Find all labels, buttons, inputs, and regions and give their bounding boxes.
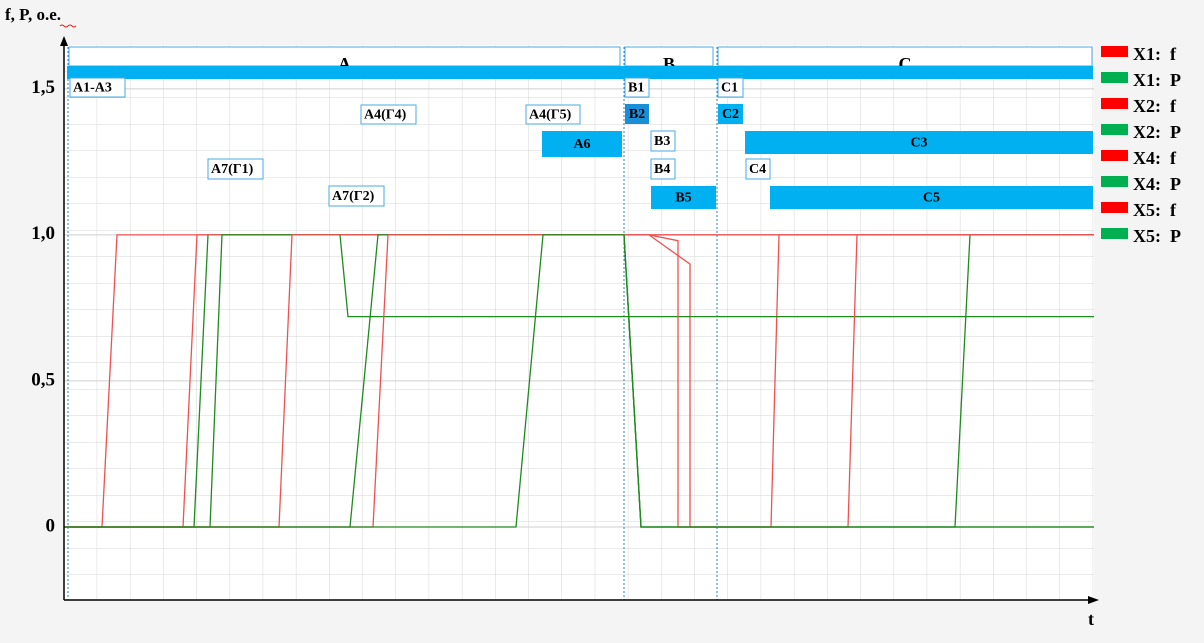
y-axis-label: f, P, o.e. (5, 5, 61, 24)
annotation-box (207, 158, 264, 180)
annotation-label: B1 (628, 81, 644, 96)
y-tick-label: 1,5 (31, 77, 55, 98)
legend-swatch (1101, 124, 1128, 135)
legend-swatch (1101, 202, 1128, 213)
annotation-label: C4 (749, 162, 766, 177)
annotation-box (625, 104, 649, 124)
series-line (64, 234, 1094, 528)
legend-label: X5: f (1133, 200, 1177, 220)
legend-label: X1: P (1133, 70, 1181, 90)
annotation-label: B3 (654, 134, 670, 149)
annotation-label: A1-A3 (73, 81, 112, 96)
annotation-label: B2 (629, 107, 645, 122)
annotation-box (542, 131, 622, 157)
legend-swatch (1101, 150, 1128, 161)
annotation-label: C1 (721, 81, 738, 96)
legend-label: X4: P (1133, 174, 1181, 194)
annotation-box (650, 158, 676, 180)
annotation-label: A4(Г5) (529, 108, 572, 123)
spell-underline (59, 24, 77, 28)
x-arrow (1088, 596, 1099, 604)
y-tick-label: 0 (46, 515, 56, 536)
annotation-label: B4 (654, 162, 670, 177)
annotation-label: C5 (923, 191, 940, 206)
legend-label: X2: P (1133, 122, 1181, 142)
annotation-label: A7(Г1) (211, 162, 254, 177)
legend-swatch (1101, 228, 1128, 239)
annotation-box (745, 131, 1093, 154)
legend-swatch (1101, 176, 1128, 187)
annotation-box (718, 104, 743, 124)
annotation-box (525, 104, 581, 125)
annotation-box (745, 158, 771, 180)
annotation-box (328, 185, 385, 207)
annotation-box (360, 104, 417, 125)
y-arrow (60, 36, 68, 46)
legend-swatch (1101, 98, 1128, 109)
phase-bar (67, 66, 1093, 79)
legend-swatch (1101, 46, 1128, 57)
series-line (64, 234, 1094, 528)
annotation-box (69, 77, 126, 98)
annotation-label: C3 (910, 136, 927, 151)
annotation-box (717, 77, 744, 98)
y-tick-label: 0,5 (31, 369, 55, 390)
annotation-label: A7(Г2) (332, 189, 375, 204)
x-axis-label: t (1088, 609, 1094, 629)
series-line (64, 234, 1094, 528)
legend-label: X4: f (1133, 148, 1177, 168)
legend-label: X1: f (1133, 44, 1177, 64)
annotation-label: A4(Г4) (364, 108, 407, 123)
legend-label: X2: f (1133, 96, 1177, 116)
annotation-box (651, 186, 716, 209)
y-tick-label: 1,0 (31, 223, 55, 244)
annotation-label: C2 (722, 107, 739, 122)
annotation-label: B5 (675, 191, 691, 206)
annotation-box (770, 186, 1093, 209)
legend-swatch (1101, 72, 1128, 83)
annotation-label: A6 (573, 137, 590, 152)
legend-label: X5: P (1133, 226, 1181, 246)
annotation-box (650, 130, 676, 152)
annotation-box (624, 77, 650, 98)
